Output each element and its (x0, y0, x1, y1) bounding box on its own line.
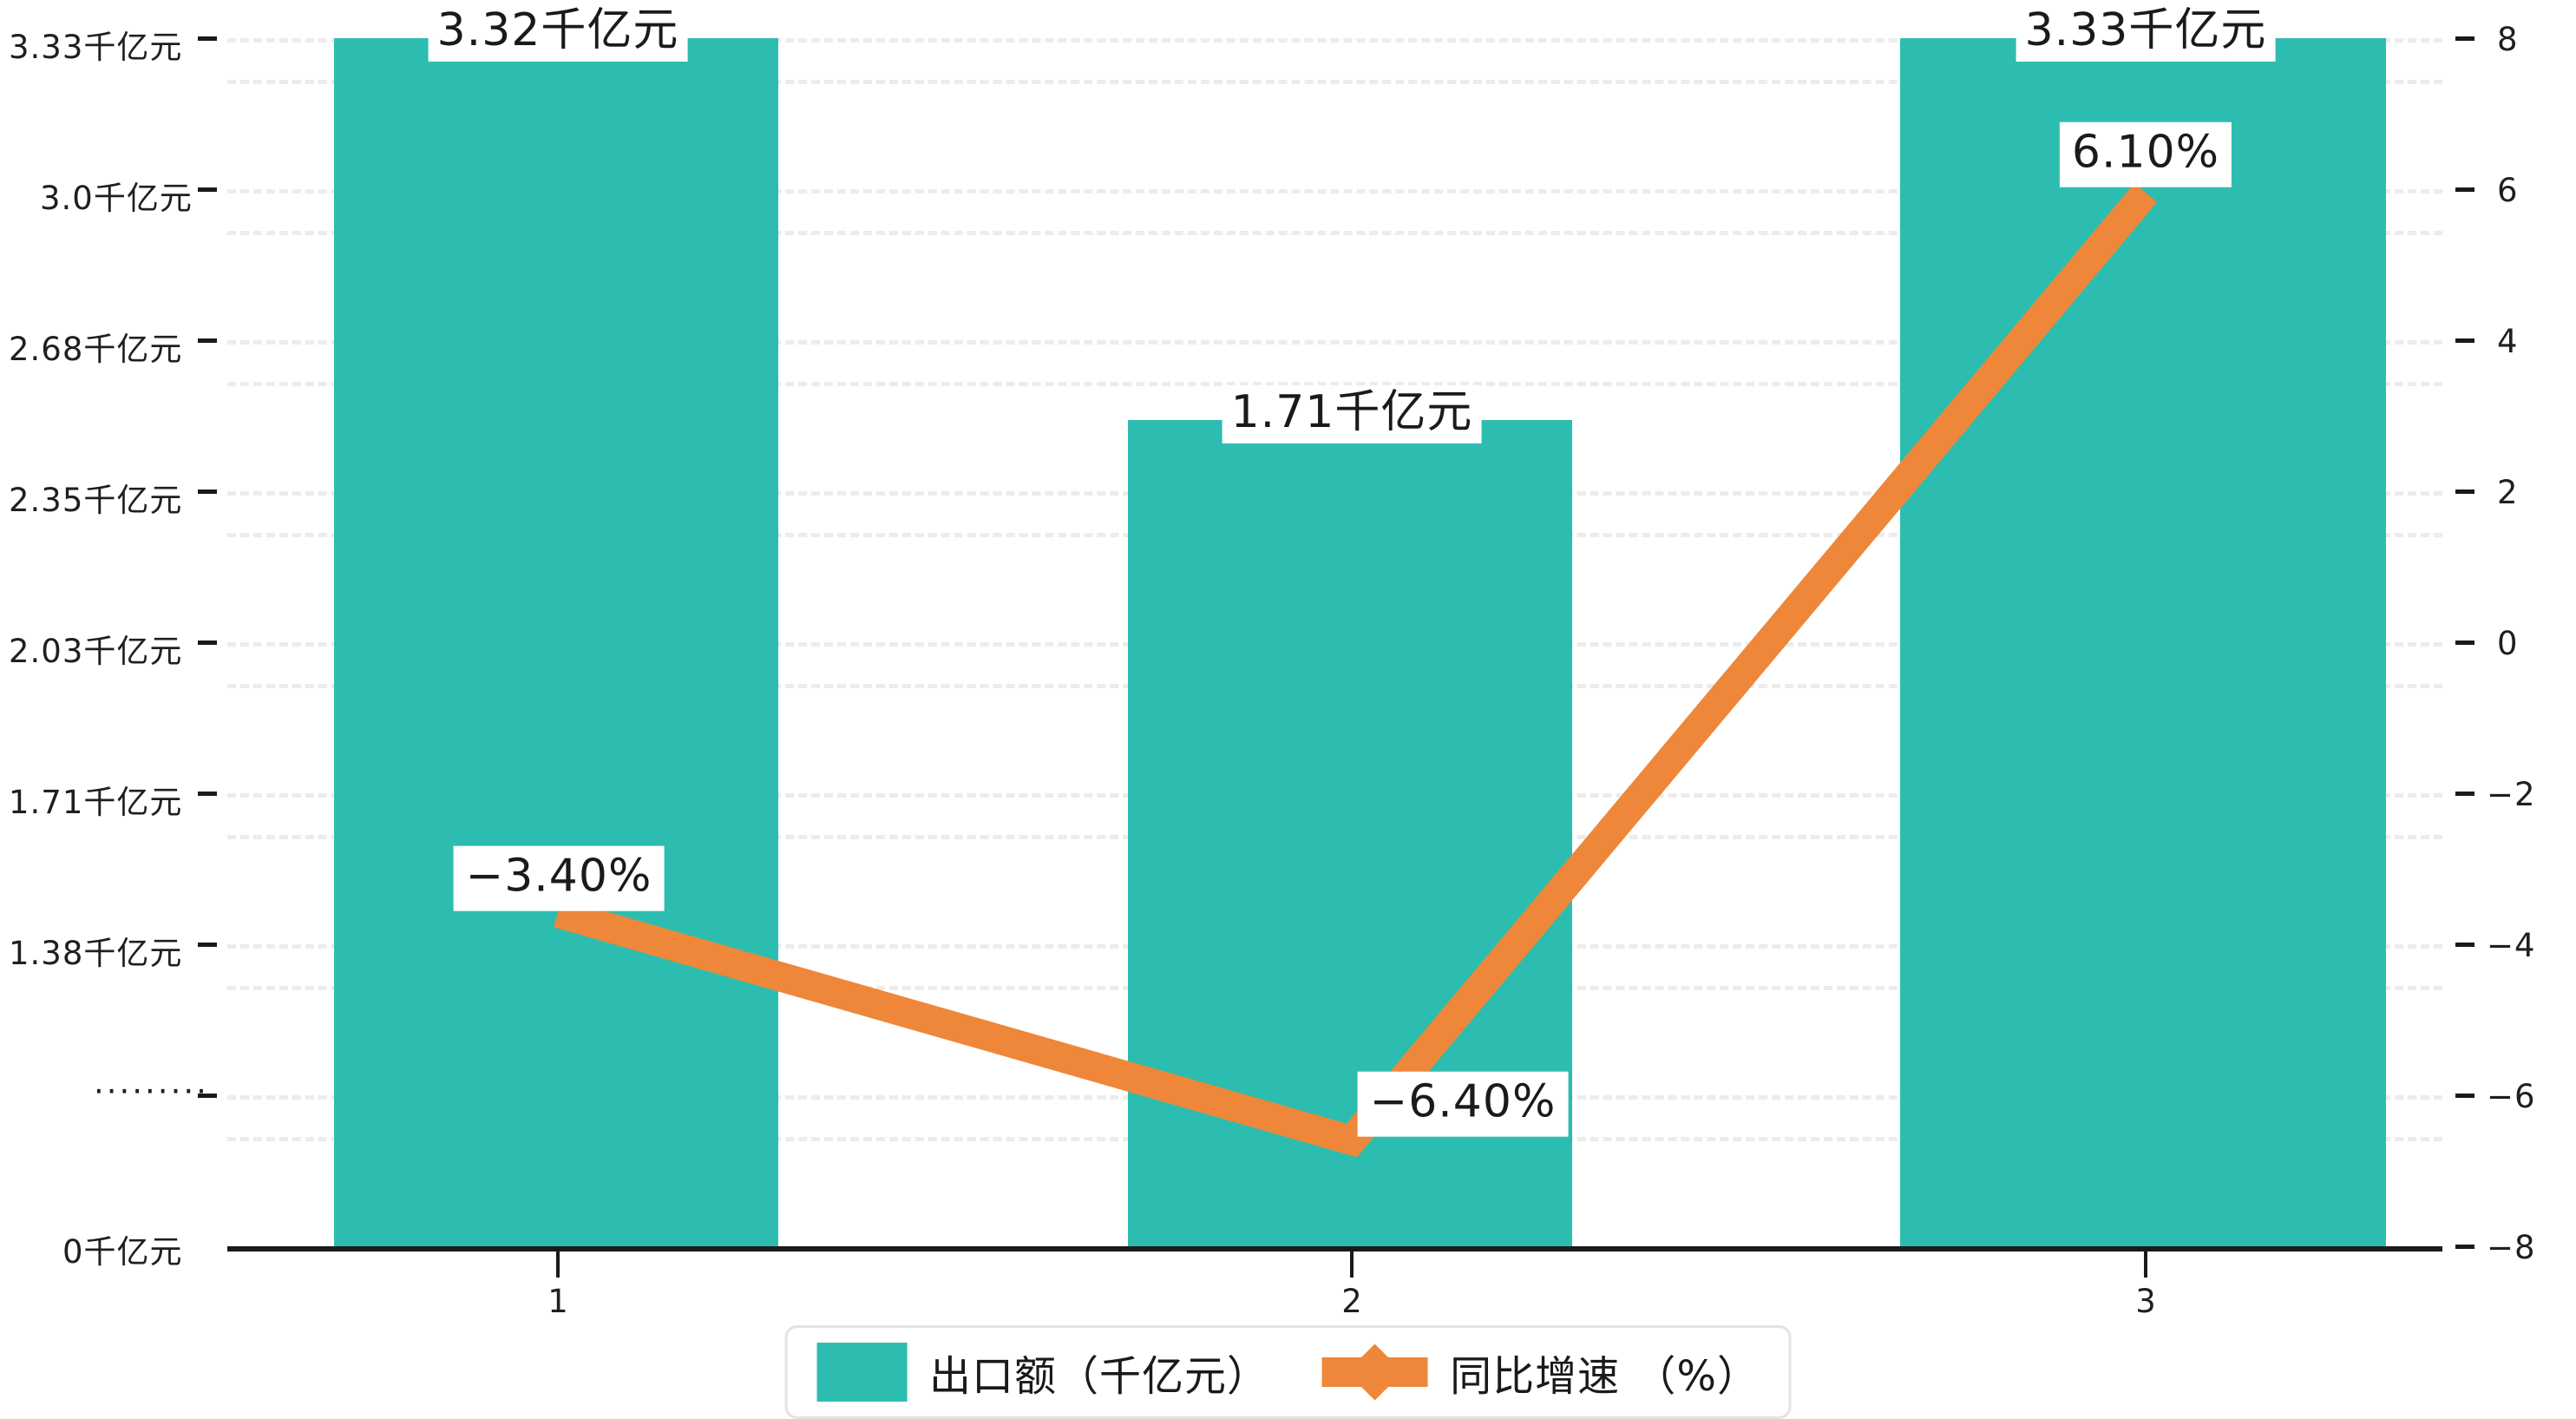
y-axis-left-tick (198, 792, 217, 796)
y-axis-right-tick (2455, 792, 2474, 796)
bar-swatch-icon (816, 1343, 908, 1402)
chart-legend: 出口额（千亿元） 同比增速 （%） (784, 1325, 1792, 1419)
bar-category-3[interactable] (1900, 38, 2386, 1248)
y-axis-left-label: 2.35千亿元 (9, 482, 183, 519)
x-axis-tick (2144, 1251, 2147, 1278)
x-axis-tick (556, 1251, 560, 1278)
y-axis-left-label: 3.33千亿元 (9, 29, 183, 66)
gridline (227, 38, 2442, 43)
y-axis-right-tick (2455, 187, 2474, 192)
y-axis-right-label: 8 (2497, 21, 2519, 58)
y-axis-left-tick (198, 943, 217, 947)
bar-category-1[interactable] (334, 38, 778, 1248)
y-axis-right-tick (2455, 943, 2474, 947)
y-axis-right-label: 0 (2497, 625, 2519, 662)
y-axis-right-label: −8 (2487, 1229, 2536, 1266)
y-axis-left-tick (198, 36, 217, 41)
y-axis-right-tick (2455, 489, 2474, 494)
x-axis-tick-label-2: 2 (1341, 1283, 1362, 1320)
bar-data-label-1: 3.32千亿元 (428, 3, 688, 62)
y-axis-left-tick (198, 641, 217, 645)
gridline (227, 80, 2442, 84)
y-axis-left-tick (198, 1094, 217, 1098)
y-axis-left-tick (198, 338, 217, 343)
line-data-label-3: 6.10% (2059, 122, 2232, 187)
legend-label-export-value: 出口额（千亿元） (929, 1352, 1270, 1401)
y-axis-left-label: 1.71千亿元 (9, 784, 183, 821)
x-axis-tick-label-1: 1 (547, 1283, 568, 1320)
bar-data-label-3: 3.33千亿元 (2016, 3, 2276, 62)
legend-label-growth-rate: 同比增速 （%） (1450, 1352, 1760, 1401)
y-axis-right-label: 6 (2497, 172, 2519, 209)
y-axis-right-tick (2455, 338, 2474, 343)
y-axis-right-tick (2455, 1245, 2474, 1249)
y-axis-right-label: −2 (2487, 776, 2536, 813)
y-axis-right-label: −4 (2487, 927, 2536, 964)
x-axis-line (227, 1246, 2442, 1251)
y-axis-right-tick (2455, 36, 2474, 41)
y-axis-left-tick (198, 187, 217, 192)
y-axis-right-tick (2455, 1094, 2474, 1098)
y-axis-left-tick (198, 489, 217, 494)
y-axis-right-label: 2 (2497, 474, 2519, 511)
line-diamond-swatch-icon (1321, 1343, 1428, 1402)
y-axis-left-label: 0千亿元 (62, 1233, 183, 1271)
y-axis-left-label: 3.0千亿元 (40, 180, 193, 217)
plot-area (227, 38, 2442, 1251)
legend-item-export-value[interactable]: 出口额（千亿元） (816, 1342, 1269, 1403)
line-data-label-1: −3.40% (453, 845, 665, 911)
y-axis-right-label: −6 (2487, 1078, 2536, 1115)
y-axis-left-label-placeholder: ········· (94, 1073, 209, 1110)
y-axis-right-label: 4 (2497, 323, 2519, 360)
bar-data-label-2: 1.71千亿元 (1222, 385, 1482, 443)
line-data-label-2: −6.40% (1357, 1071, 1569, 1137)
y-axis-left-label: 2.03千亿元 (9, 633, 183, 670)
y-axis-right-tick (2455, 641, 2474, 645)
x-axis-tick-label-3: 3 (2135, 1283, 2156, 1320)
y-axis-left-label: 2.68千亿元 (9, 331, 183, 368)
legend-item-growth-rate[interactable]: 同比增速 （%） (1321, 1342, 1760, 1403)
y-axis-left-label: 1.38千亿元 (9, 935, 183, 972)
x-axis-tick (1350, 1251, 1354, 1278)
